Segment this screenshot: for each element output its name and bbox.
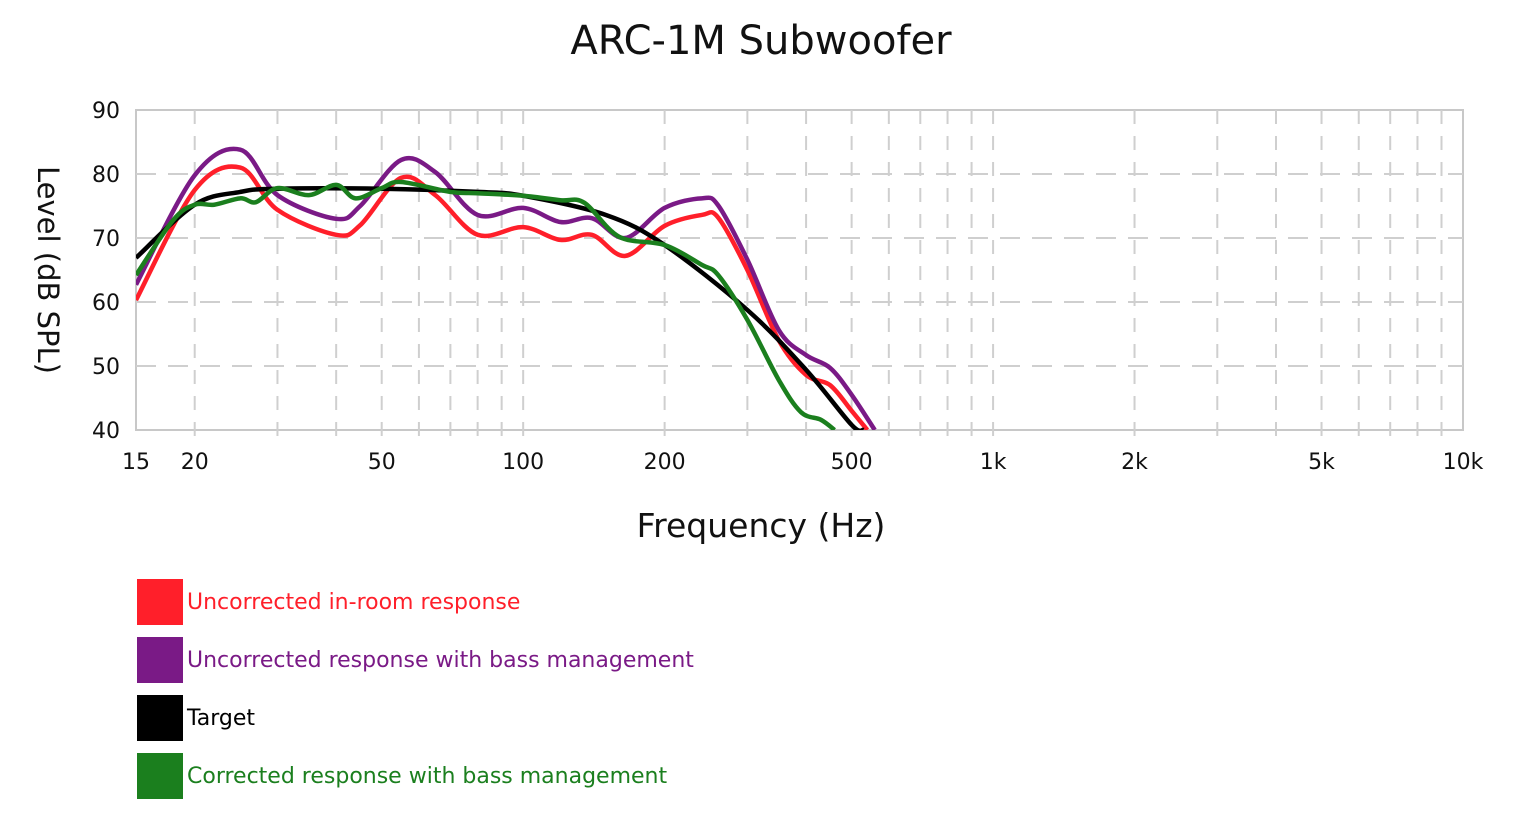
series-line-1 [136, 146, 877, 430]
legend-item: Uncorrected in-room response [137, 579, 520, 625]
legend-item: Target [137, 695, 255, 741]
x-tick-label: 200 [644, 450, 686, 475]
x-tick-label: 1k [980, 450, 1007, 475]
series-line-0 [136, 164, 870, 430]
legend-label: Uncorrected response with bass managemen… [187, 647, 694, 673]
y-tick-label: 60 [92, 291, 120, 316]
y-tick-label: 80 [92, 163, 120, 188]
plot-frame [135, 109, 1464, 431]
legend-item: Uncorrected response with bass managemen… [137, 637, 694, 683]
x-axis-label: Frequency (Hz) [636, 506, 886, 545]
legend-swatch [137, 753, 183, 799]
x-tick-label: 5k [1308, 450, 1335, 475]
x-tick-label: 10k [1443, 450, 1484, 475]
x-tick-label: 20 [181, 450, 209, 475]
legend-swatch [137, 579, 183, 625]
legend-item: Corrected response with bass management [137, 753, 667, 799]
y-tick-label: 70 [92, 227, 120, 252]
y-tick-label: 50 [92, 355, 120, 380]
x-tick-label: 500 [831, 450, 873, 475]
series-line-3 [136, 179, 836, 430]
y-tick-label: 40 [92, 419, 120, 444]
chart-title: ARC-1M Subwoofer [570, 18, 952, 64]
legend-label: Uncorrected in-room response [187, 589, 521, 615]
legend-swatch [137, 637, 183, 683]
x-tick-label: 15 [122, 450, 150, 475]
x-tick-label: 2k [1121, 450, 1148, 475]
x-tick-label: 100 [502, 450, 544, 475]
legend-label: Corrected response with bass management [187, 763, 668, 789]
x-tick-label: 50 [368, 450, 396, 475]
legend-label: Target [187, 705, 256, 731]
legend-swatch [137, 695, 183, 741]
y-tick-label: 90 [92, 99, 120, 124]
